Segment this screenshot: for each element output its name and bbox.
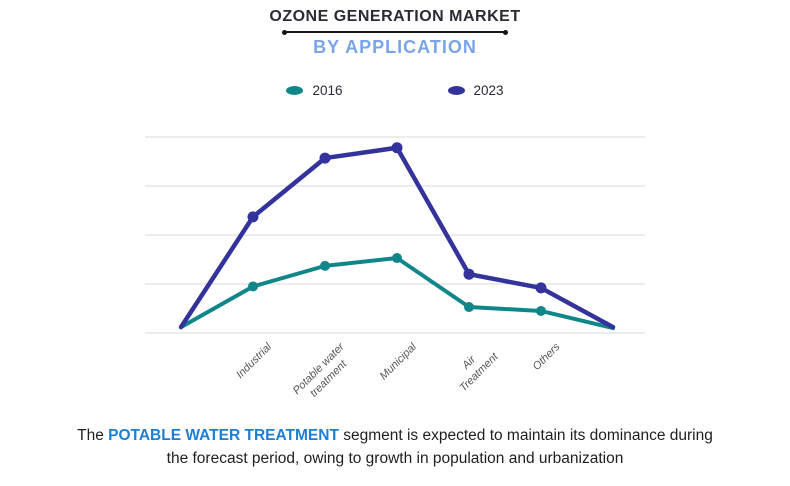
legend-label-2016: 2016	[312, 83, 343, 98]
data-point-2023-industrial	[247, 211, 259, 223]
line-chart: Industrial Potable water treatment Municip…	[145, 120, 645, 410]
data-point-2016-others	[536, 305, 546, 316]
data-point-2023-municipal	[391, 142, 403, 154]
legend-swatch-2016-icon	[286, 86, 304, 95]
data-point-2016-industrial	[248, 281, 258, 292]
x-axis-label-potable-water: Potable water treatment	[290, 341, 349, 400]
data-point-2023-potable-water-treatment	[319, 152, 331, 164]
x-axis-label-air: Air Treatment	[456, 350, 501, 395]
data-point-2023-others	[535, 282, 547, 294]
data-point-2016-potable-water-treatment	[320, 260, 330, 271]
caption-highlight: POTABLE WATER TREATMENT	[108, 427, 339, 444]
x-axis-label-industrial: Industrial	[234, 341, 275, 382]
caption-text-suffix: segment is expected to maintain its domi…	[166, 427, 713, 468]
legend-swatch-2023-icon	[447, 86, 465, 95]
chart-header: OZONE GENERATION MARKET BY APPLICATION	[0, 8, 790, 58]
x-axis-labels: Industrial Potable water treatment Municip…	[145, 120, 645, 410]
data-point-2016-municipal	[392, 253, 402, 264]
x-axis-label-others: Others	[530, 341, 563, 373]
page-title: OZONE GENERATION MARKET	[269, 8, 521, 25]
legend-item-2023: 2023	[447, 83, 504, 98]
data-point-2023-air-treatment	[463, 268, 475, 280]
page-subtitle: BY APPLICATION	[313, 37, 477, 57]
x-axis-label-municipal: Municipal	[377, 341, 419, 383]
chart-legend: 2016 2023	[0, 83, 790, 98]
data-point-2016-air-treatment	[464, 302, 474, 313]
title-divider	[282, 29, 508, 35]
caption-text-prefix: The	[77, 427, 109, 444]
line-chart-canvas	[145, 136, 645, 334]
caption: The POTABLE WATER TREATMENT segment is e…	[45, 424, 745, 471]
legend-label-2023: 2023	[473, 83, 504, 98]
legend-item-2016: 2016	[286, 83, 343, 98]
